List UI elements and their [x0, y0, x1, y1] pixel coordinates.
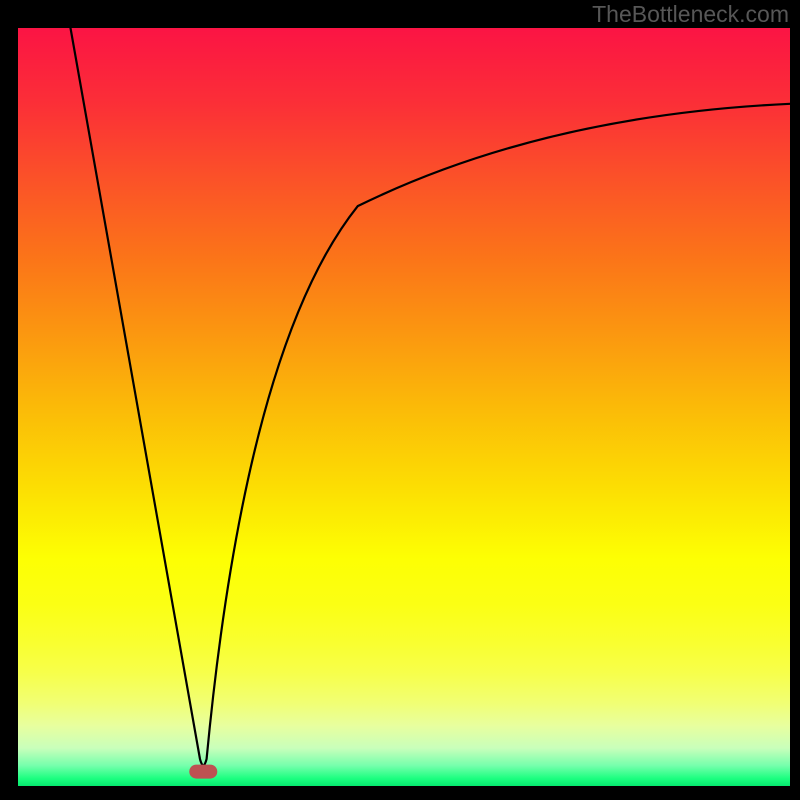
chart-stage: TheBottleneck.com — [0, 0, 800, 800]
chart-svg: TheBottleneck.com — [0, 0, 800, 800]
watermark-text: TheBottleneck.com — [592, 1, 789, 27]
optimal-marker — [189, 765, 217, 779]
plot-background — [18, 28, 790, 786]
